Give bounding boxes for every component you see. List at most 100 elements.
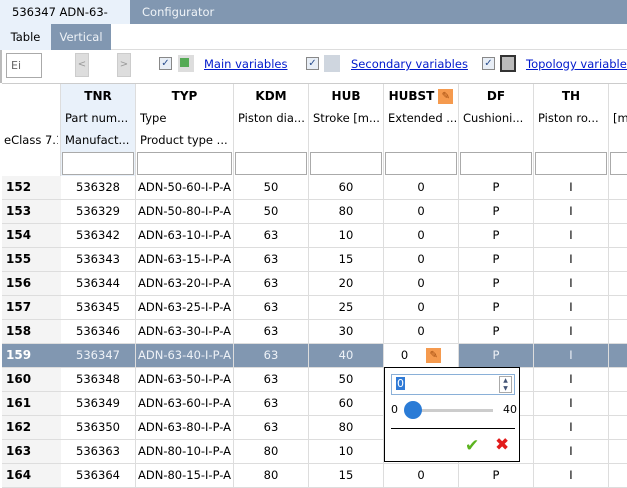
cell-kdm[interactable]: 63 [234, 272, 309, 295]
cell-hub[interactable]: 50 [309, 368, 384, 391]
cell[interactable] [609, 368, 627, 391]
table-row[interactable]: 163 536363 ADN-80-10-I-P-A 80 10 I [2, 440, 627, 464]
next-button[interactable]: > [117, 53, 131, 77]
search-input[interactable]: Ei [6, 53, 42, 78]
cell-df[interactable]: P [459, 464, 534, 487]
cell-hub[interactable]: 60 [309, 176, 384, 199]
cell-th[interactable]: I [534, 176, 609, 199]
cell-kdm[interactable]: 80 [234, 440, 309, 463]
row-number[interactable]: 160 [2, 368, 61, 391]
tab-configurator[interactable]: Configurator [142, 5, 215, 19]
cell-hub[interactable]: 15 [309, 248, 384, 271]
cell-th[interactable]: I [534, 320, 609, 343]
column-header-th[interactable]: TH Piston ro... [534, 84, 609, 176]
cell-tnr[interactable]: 536329 [61, 200, 136, 223]
cell-typ[interactable]: ADN-63-10-I-P-A [136, 224, 234, 247]
table-row[interactable]: 153 536329 ADN-50-80-I-P-A 50 80 0 P I [2, 200, 627, 224]
cell-typ[interactable]: ADN-80-10-I-P-A [136, 440, 234, 463]
cell-th[interactable]: I [534, 296, 609, 319]
cell-df[interactable]: P [459, 224, 534, 247]
cell-hubst[interactable]: 0 [384, 176, 459, 199]
cell-hubst[interactable]: 0 [384, 320, 459, 343]
cell-th[interactable]: I [534, 368, 609, 391]
cell-kdm[interactable]: 63 [234, 392, 309, 415]
cell-df[interactable]: P [459, 296, 534, 319]
topology-variables-link[interactable]: Topology variables [526, 57, 627, 71]
cell-tnr[interactable]: 536343 [61, 248, 136, 271]
cell-hub[interactable]: 80 [309, 200, 384, 223]
row-number[interactable]: 158 [2, 320, 61, 343]
row-number[interactable]: 152 [2, 176, 61, 199]
column-filter-input[interactable] [385, 152, 457, 175]
cell-tnr[interactable]: 536347 [61, 344, 136, 367]
slider-thumb[interactable] [404, 401, 422, 419]
x-icon[interactable]: ✖ [495, 435, 510, 455]
column-header-kdm[interactable]: KDM Piston dia... [234, 84, 309, 176]
table-row[interactable]: 161 536349 ADN-63-60-I-P-A 63 60 I [2, 392, 627, 416]
cell-hub[interactable]: 30 [309, 320, 384, 343]
cell-hub[interactable]: 20 [309, 272, 384, 295]
cell-typ[interactable]: ADN-63-60-I-P-A [136, 392, 234, 415]
cell-hub[interactable]: 25 [309, 296, 384, 319]
cell[interactable] [609, 248, 627, 271]
cell-df[interactable] [459, 440, 534, 463]
cell-df[interactable]: P [459, 344, 534, 367]
cell-df[interactable]: P [459, 272, 534, 295]
column-filter-input[interactable] [137, 152, 232, 175]
row-number[interactable]: 159 [2, 344, 61, 367]
cell-df[interactable] [459, 368, 534, 391]
table-row[interactable]: 156 536344 ADN-63-20-I-P-A 63 20 0 P I [2, 272, 627, 296]
cell-kdm[interactable]: 63 [234, 320, 309, 343]
cell[interactable] [609, 224, 627, 247]
cell-hub[interactable]: 10 [309, 440, 384, 463]
cell[interactable] [609, 464, 627, 487]
cell-tnr[interactable]: 536346 [61, 320, 136, 343]
cell-kdm[interactable]: 50 [234, 200, 309, 223]
cell-hubst[interactable]: 0 [384, 272, 459, 295]
column-filter-input[interactable] [460, 152, 532, 175]
cell-typ[interactable]: ADN-63-80-I-P-A [136, 416, 234, 439]
tab-table[interactable]: Table [0, 24, 51, 50]
column-header-hubst[interactable]: HUBST ✎ Extended ... [384, 84, 459, 176]
cell[interactable] [609, 176, 627, 199]
column-header-hub[interactable]: HUB Stroke [m... [309, 84, 384, 176]
cell-typ[interactable]: ADN-50-60-I-P-A [136, 176, 234, 199]
checkmark-icon[interactable]: ✔ [465, 436, 480, 456]
column-filter-input[interactable] [610, 152, 627, 175]
cell-tnr[interactable]: 536345 [61, 296, 136, 319]
row-number[interactable]: 155 [2, 248, 61, 271]
row-number[interactable]: 153 [2, 200, 61, 223]
cell-hubst[interactable]: 0 [384, 224, 459, 247]
row-number[interactable]: 161 [2, 392, 61, 415]
cell[interactable] [609, 440, 627, 463]
cell-kdm[interactable]: 63 [234, 248, 309, 271]
cell-th[interactable]: I [534, 416, 609, 439]
table-row[interactable]: 155 536343 ADN-63-15-I-P-A 63 15 0 P I [2, 248, 627, 272]
column-filter-input[interactable] [235, 152, 307, 175]
cell-hub[interactable]: 10 [309, 224, 384, 247]
table-row[interactable]: 160 536348 ADN-63-50-I-P-A 63 50 I [2, 368, 627, 392]
cell-tnr[interactable]: 536363 [61, 440, 136, 463]
cell[interactable] [609, 296, 627, 319]
row-number[interactable]: 162 [2, 416, 61, 439]
cell-th[interactable]: I [534, 248, 609, 271]
cell-tnr[interactable]: 536348 [61, 368, 136, 391]
cell-df[interactable]: P [459, 176, 534, 199]
cell-th[interactable]: I [534, 224, 609, 247]
value-input[interactable]: 0 ▲ ▼ [391, 374, 515, 395]
cell-th[interactable]: I [534, 392, 609, 415]
cell-hub[interactable]: 60 [309, 392, 384, 415]
column-filter-input[interactable] [310, 152, 382, 175]
secondary-variables-link[interactable]: Secondary variables [351, 57, 468, 71]
cell-df[interactable] [459, 392, 534, 415]
cell-kdm[interactable]: 63 [234, 224, 309, 247]
cell-kdm[interactable]: 63 [234, 368, 309, 391]
table-row[interactable]: 152 536328 ADN-50-60-I-P-A 50 60 0 P I [2, 176, 627, 200]
cell[interactable] [609, 272, 627, 295]
cell-kdm[interactable]: 63 [234, 416, 309, 439]
cell[interactable] [609, 416, 627, 439]
table-row[interactable]: 164 536364 ADN-80-15-I-P-A 80 15 0 P I [2, 464, 627, 488]
cell-hubst[interactable]: 0 ✎ [384, 344, 459, 367]
pencil-icon[interactable]: ✎ [426, 348, 442, 363]
row-number[interactable]: 154 [2, 224, 61, 247]
